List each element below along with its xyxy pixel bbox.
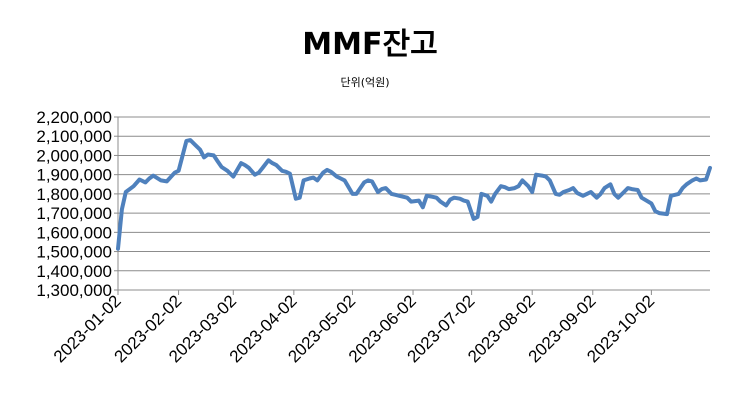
y-tick-label: 2,100,000 <box>36 127 112 146</box>
x-axis-tick-labels: 2023-01-022023-02-022023-03-022023-04-02… <box>50 290 658 366</box>
chart-subtitle: 단위(억원) <box>340 76 389 89</box>
y-tick-label: 2,000,000 <box>36 146 112 165</box>
y-tick-label: 1,300,000 <box>36 281 112 300</box>
y-tick-label: 1,700,000 <box>36 204 112 223</box>
y-tick-label: 1,800,000 <box>36 185 112 204</box>
y-tick-label: 1,500,000 <box>36 243 112 262</box>
series-layer <box>116 138 712 251</box>
series-line-0 <box>116 138 712 251</box>
y-tick-label: 2,200,000 <box>36 108 112 127</box>
y-tick-label: 1,900,000 <box>36 166 112 185</box>
chart-title: MMF잔고 <box>302 27 437 62</box>
y-tick-label: 1,600,000 <box>36 223 112 242</box>
y-axis-tick-labels: 1,300,0001,400,0001,500,0001,600,0001,70… <box>36 108 112 300</box>
y-tick-label: 1,400,000 <box>36 262 112 281</box>
grid-lines <box>114 116 710 291</box>
